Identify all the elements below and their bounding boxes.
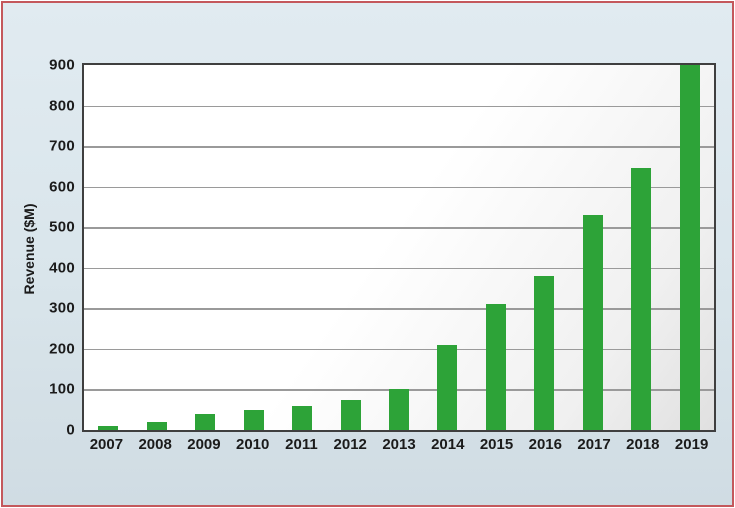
x-tick-label-2015: 2015 bbox=[479, 436, 514, 453]
gridline-200 bbox=[84, 348, 714, 351]
y-tick-label-200: 200 bbox=[49, 340, 75, 358]
bars-layer bbox=[84, 65, 714, 430]
bar-2016 bbox=[534, 275, 555, 430]
gridline-400 bbox=[84, 267, 714, 270]
x-tick-label-2018: 2018 bbox=[626, 436, 660, 453]
x-tick-label-2017: 2017 bbox=[577, 436, 611, 453]
bar-2010 bbox=[243, 409, 264, 430]
gridline-600 bbox=[84, 186, 714, 189]
y-tick-label-0: 0 bbox=[66, 421, 75, 439]
y-tick-label-100: 100 bbox=[49, 380, 75, 398]
x-tick-label-2014: 2014 bbox=[431, 436, 465, 453]
x-axis-tick-labels: 2007 2008 2009 2010 2011 2012 2013 2014 2015 2016… bbox=[82, 436, 716, 456]
y-tick-label-700: 700 bbox=[49, 137, 75, 155]
y-tick-label-300: 300 bbox=[49, 299, 75, 317]
bar-2018 bbox=[631, 168, 652, 430]
y-tick-label-600: 600 bbox=[49, 178, 75, 196]
x-tick-label-2007: 2007 bbox=[89, 436, 124, 453]
bar-2013 bbox=[389, 389, 409, 430]
y-tick-label-400: 400 bbox=[49, 259, 75, 277]
x-tick-label-2012: 2012 bbox=[333, 436, 367, 453]
bar-2015 bbox=[485, 304, 506, 430]
x-tick-label-2016: 2016 bbox=[528, 436, 562, 453]
x-tick-label-2008: 2008 bbox=[138, 436, 172, 453]
x-tick-label-2010: 2010 bbox=[236, 436, 270, 453]
gridline-700 bbox=[84, 146, 714, 148]
y-axis-tick-labels: 0 100 200 300 400 500 600 700 800 900 bbox=[3, 57, 75, 439]
bar-2017 bbox=[582, 215, 603, 430]
bar-2019 bbox=[679, 65, 700, 430]
gridline-500 bbox=[84, 227, 714, 229]
y-tick-label-500: 500 bbox=[49, 218, 75, 236]
bar-2009 bbox=[195, 413, 216, 430]
y-tick-label-800: 800 bbox=[49, 97, 75, 115]
x-tick-label-2019: 2019 bbox=[674, 436, 709, 453]
y-tick-label-900: 900 bbox=[49, 56, 75, 74]
plot-area bbox=[82, 63, 716, 432]
gridline-300 bbox=[84, 308, 714, 310]
x-tick-label-2009: 2009 bbox=[187, 436, 221, 453]
bar-2014 bbox=[437, 344, 458, 430]
x-tick-label-2011: 2011 bbox=[285, 436, 318, 453]
bar-2007 bbox=[98, 425, 119, 430]
bar-2008 bbox=[146, 421, 167, 430]
gridline-800 bbox=[84, 105, 714, 108]
bar-2012 bbox=[340, 399, 361, 430]
x-tick-label-2013: 2013 bbox=[382, 436, 416, 453]
bar-2011 bbox=[292, 405, 313, 430]
